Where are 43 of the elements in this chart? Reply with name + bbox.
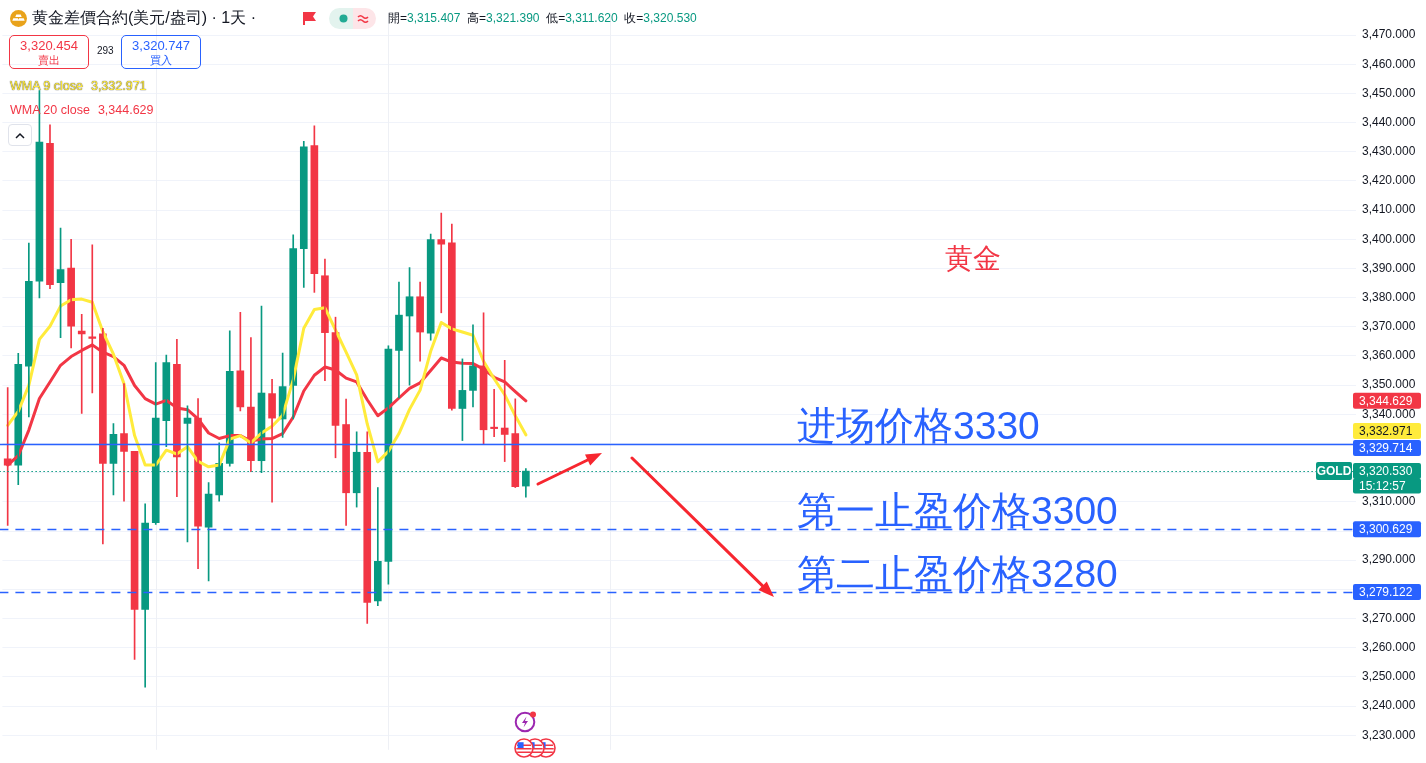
chart-title: 黄金差價合約(美元/盎司) · 1天 · <box>32 8 256 28</box>
y-tick-label: 3,350.000 <box>1362 377 1416 392</box>
annotation: 293 <box>97 45 114 57</box>
y-tick-label: 3,390.000 <box>1362 260 1416 275</box>
text: 3,332.971 <box>1359 423 1413 438</box>
y-tick-label: 3,420.000 <box>1362 173 1416 188</box>
y-tick-label: 3,290.000 <box>1362 552 1416 567</box>
annotation: 3,320.747 <box>131 38 191 54</box>
y-tick-label: 3,470.000 <box>1362 27 1416 42</box>
y-tick-label: 3,340.000 <box>1362 406 1416 421</box>
annotation: 进场价格3330 <box>797 404 1040 448</box>
ref-line-label: 3,320.530 <box>1359 463 1413 478</box>
y-tick-label: 3,460.000 <box>1362 56 1416 71</box>
y-tick-label: 3,260.000 <box>1362 640 1416 655</box>
text: 15:12:57 <box>1359 478 1407 493</box>
y-tick-label: 3,250.000 <box>1362 669 1416 684</box>
y-tick-label: 3,450.000 <box>1362 85 1416 100</box>
annotation: GOLD <box>1316 463 1352 478</box>
y-tick-label: 3,310.000 <box>1362 494 1416 509</box>
annotation: 第一止盈价格3300 <box>797 489 1118 533</box>
annotation: 3,344.629 <box>97 103 154 117</box>
annotation: 開=3,315.407 高=3,321.390 低=3,311.620 收=3,320.530 <box>388 11 697 25</box>
ref-line-label: 3,300.629 <box>1359 521 1413 536</box>
ref-line-label: 3,279.122 <box>1359 584 1413 599</box>
annotation: 買入 <box>149 54 173 67</box>
y-tick-label: 3,360.000 <box>1362 348 1416 363</box>
y-tick-label: 3,380.000 <box>1362 289 1416 304</box>
text: WMA 9 close <box>10 79 83 93</box>
y-tick-label: 3,410.000 <box>1362 202 1416 217</box>
annotation: 黄金 <box>945 243 1001 274</box>
y-tick-label: 3,430.000 <box>1362 144 1416 159</box>
annotation: 第二止盈价格3280 <box>797 551 1118 595</box>
annotation: 3,332.971 <box>90 79 147 93</box>
y-tick-label: 3,440.000 <box>1362 114 1416 129</box>
y-tick-label: 3,230.000 <box>1362 727 1416 742</box>
y-tick-label: 3,370.000 <box>1362 319 1416 334</box>
ref-line-label: 3,329.714 <box>1359 440 1413 455</box>
text: 3,344.629 <box>1359 393 1413 408</box>
y-tick-label: 3,400.000 <box>1362 231 1416 246</box>
y-tick-label: 3,240.000 <box>1362 698 1416 713</box>
y-tick-label: 3,270.000 <box>1362 610 1416 625</box>
annotation: 賣出 <box>37 54 61 67</box>
annotation: 3,320.454 <box>19 38 79 54</box>
